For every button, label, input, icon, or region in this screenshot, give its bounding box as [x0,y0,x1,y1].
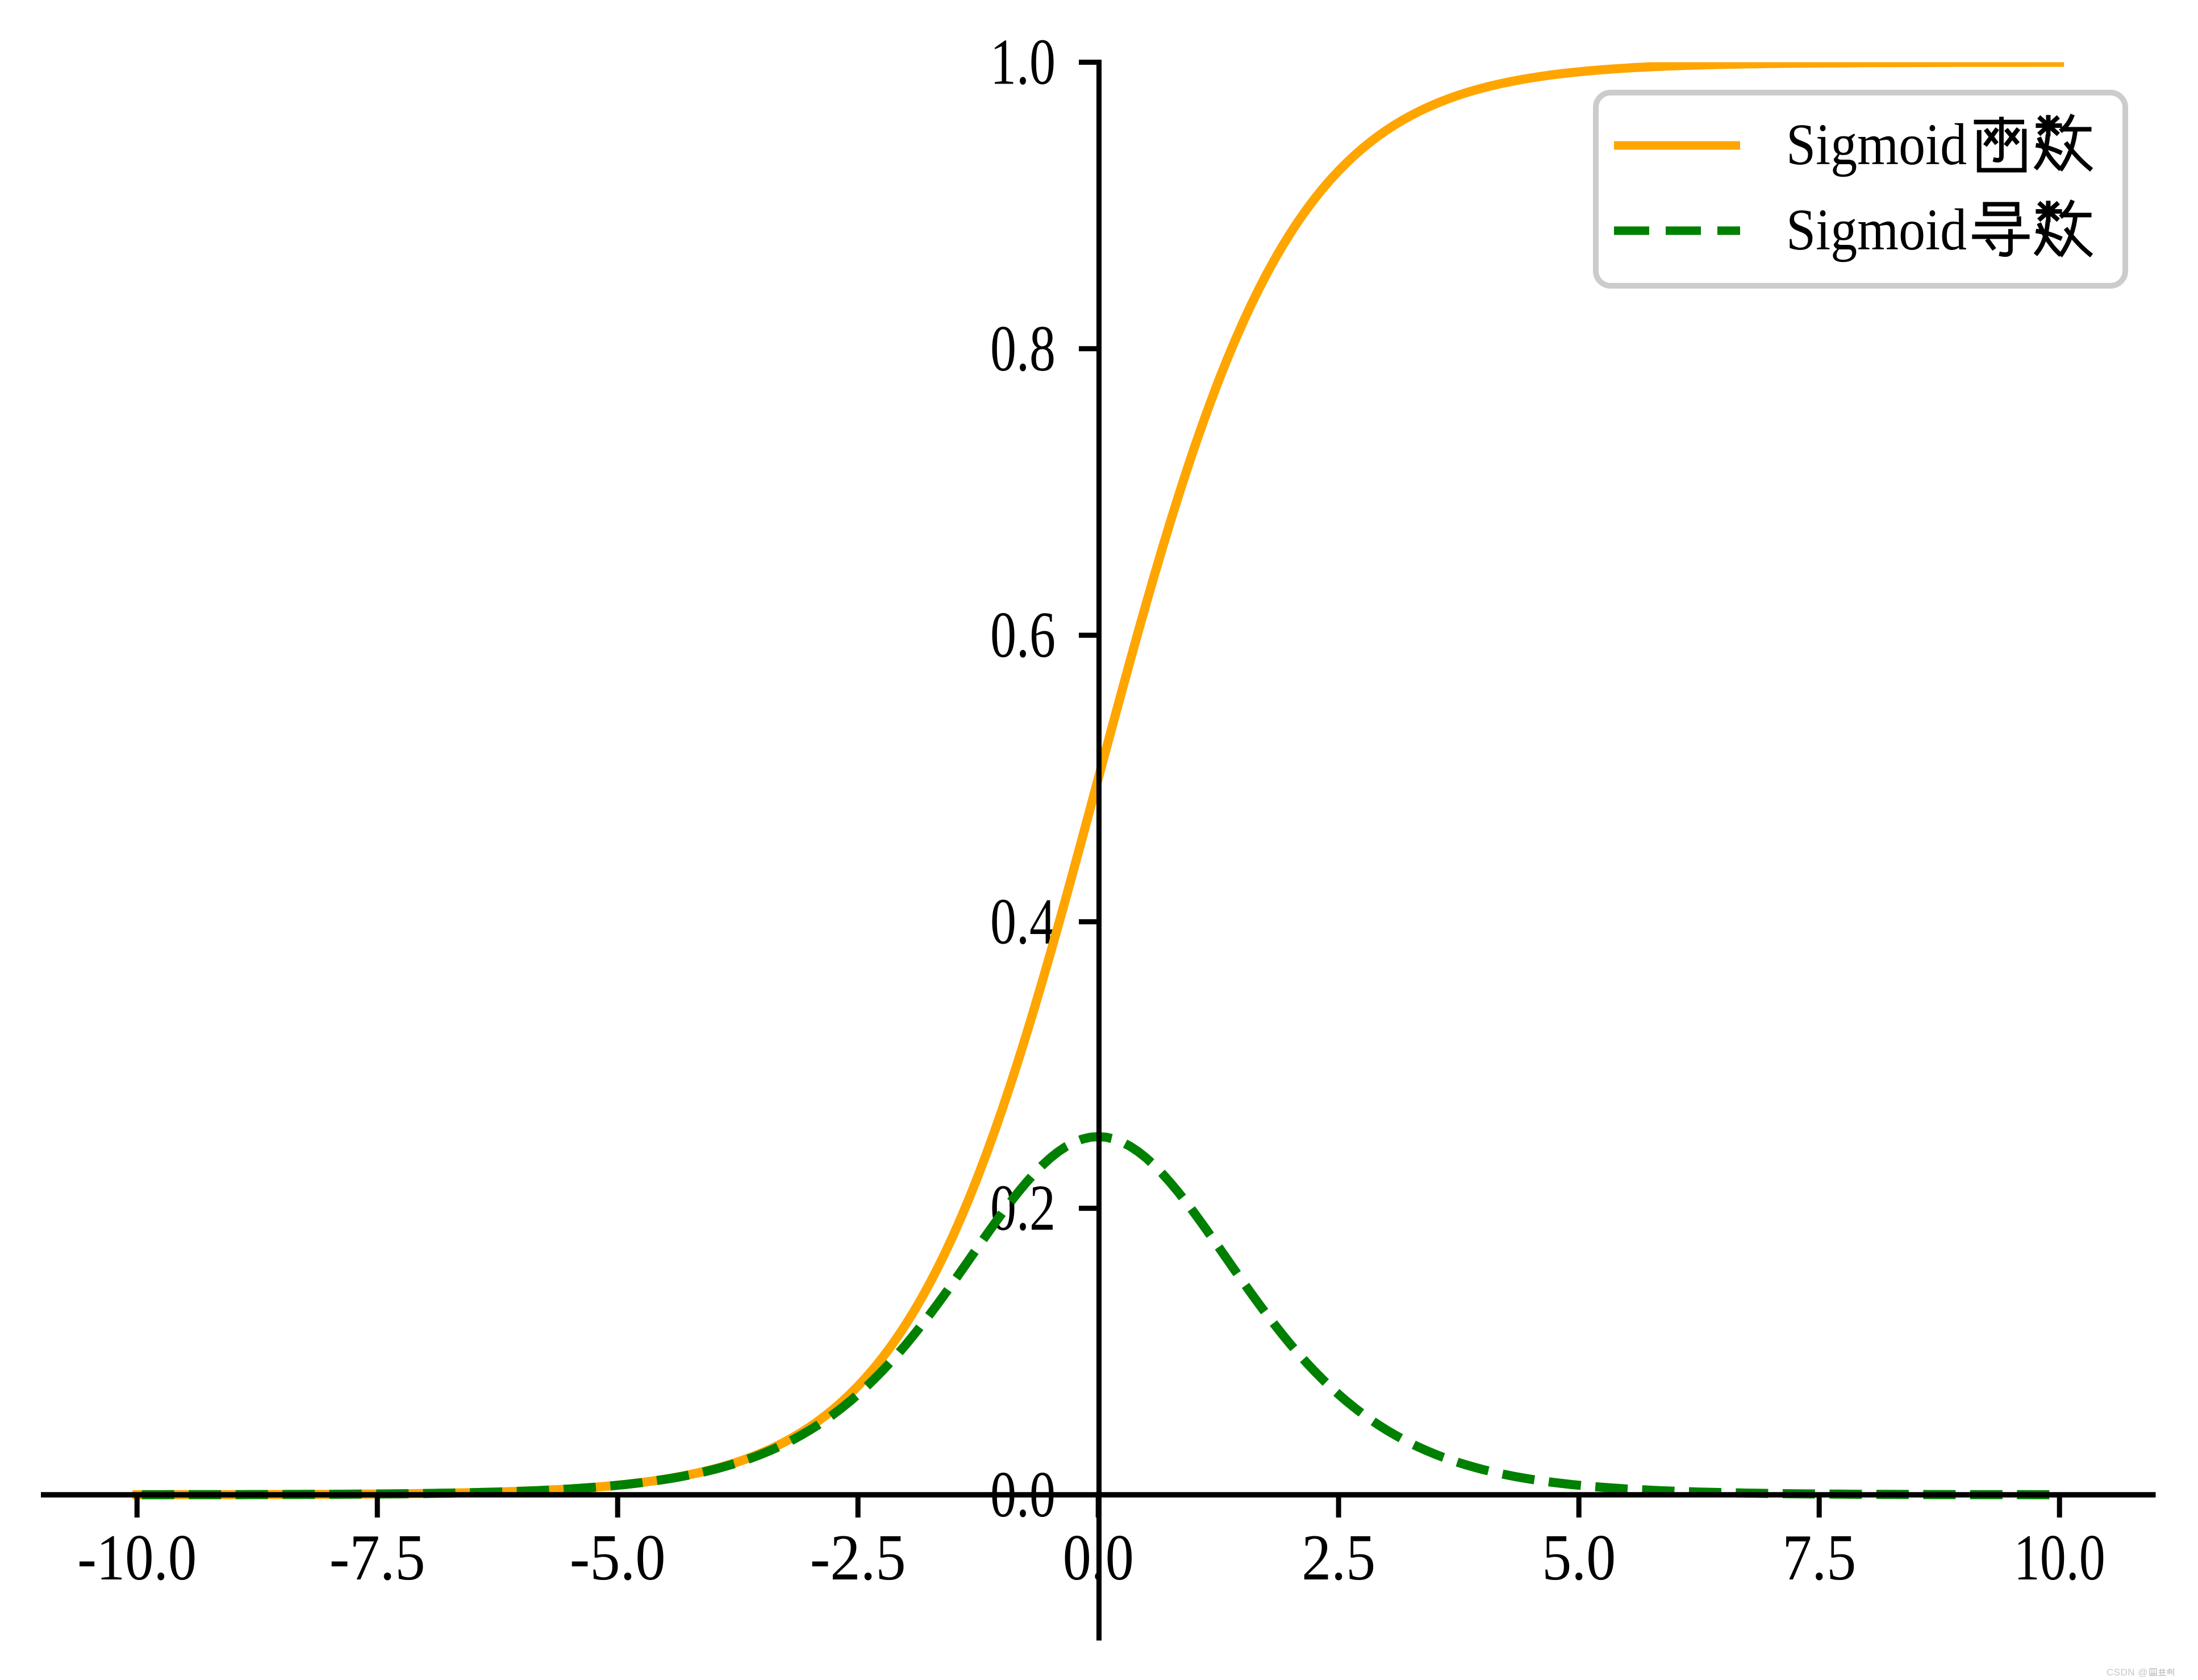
svg-text:-5.0: -5.0 [570,1521,666,1594]
svg-text:CSDN @: CSDN @ [2107,1667,2148,1678]
svg-text:2.5: 2.5 [1302,1521,1375,1594]
svg-text:1.0: 1.0 [990,26,1056,98]
svg-text:0.4: 0.4 [990,885,1056,957]
svg-text:0.8: 0.8 [990,312,1056,385]
svg-text:-2.5: -2.5 [810,1521,906,1594]
svg-text:Sigmoid: Sigmoid [1786,112,1967,177]
svg-text:7.5: 7.5 [1782,1521,1856,1594]
svg-text:-10.0: -10.0 [77,1521,197,1594]
svg-text:0.6: 0.6 [990,599,1056,671]
svg-text:10.0: 10.0 [2014,1521,2105,1594]
svg-text:Sigmoid: Sigmoid [1786,197,1967,262]
svg-text:-7.5: -7.5 [330,1521,426,1594]
svg-text:5.0: 5.0 [1542,1521,1616,1594]
